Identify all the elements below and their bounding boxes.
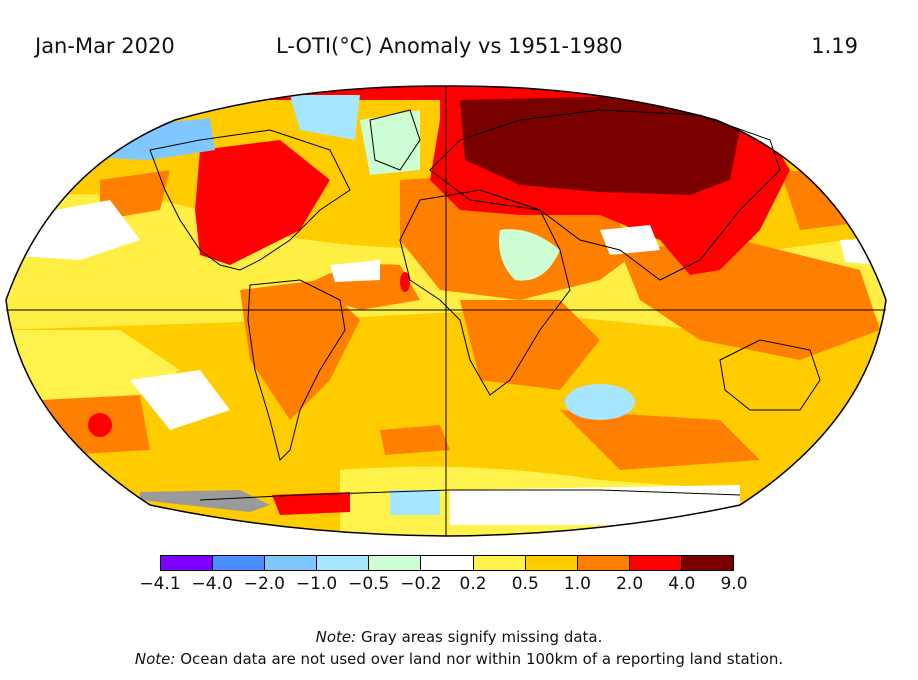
india-white	[600, 225, 660, 255]
note-text: Gray areas signify missing data.	[360, 628, 603, 646]
title-row: Jan-Mar 2020 L-OTI(°C) Anomaly vs 1951-1…	[0, 30, 918, 64]
atlantic-orange	[300, 264, 420, 310]
missing-data-gray	[140, 490, 270, 512]
color-scale-labels: −4.1 −4.0 −2.0 −1.0 −0.5 −0.2 0.2 0.5 1.0 2.0 4.0 9…	[135, 574, 765, 598]
color-scale-tick-label: 9.0	[720, 574, 748, 594]
color-scale-bar	[160, 555, 734, 571]
color-scale-swatch	[265, 556, 318, 570]
note-missing-data: Note: Gray areas signify missing data.	[0, 628, 918, 646]
south-indian-blue	[565, 384, 635, 420]
anomaly-map	[5, 85, 887, 537]
africa-coast	[399, 189, 571, 396]
arabia-green	[499, 229, 560, 281]
color-scale-tick-label: 0.2	[459, 574, 487, 594]
color-scale-tick-label: −4.0	[191, 574, 233, 594]
color-scale-tick-label: −0.5	[348, 574, 390, 594]
color-scale-tick-label: −4.1	[139, 574, 181, 594]
southern-africa-orange	[460, 300, 600, 390]
arctic-canada-lightblue	[290, 95, 360, 140]
eurasia-coast	[429, 109, 781, 281]
note-ocean-data: Note: Ocean data are not used over land …	[0, 650, 918, 668]
color-scale-tick-label: −1.0	[295, 574, 338, 594]
color-scale-tick-label: 0.5	[511, 574, 539, 594]
south-pacific-red	[88, 413, 112, 437]
south-america-orange	[240, 280, 360, 420]
note-label: Note:	[315, 628, 357, 646]
color-scale-swatch	[473, 556, 526, 570]
color-scale-tick-label: −2.0	[243, 574, 285, 594]
coastlines	[149, 109, 821, 501]
south-atlantic-orange	[380, 425, 450, 455]
greenland-green	[360, 110, 420, 175]
siberia-darkred	[460, 95, 740, 195]
south-america-coast	[247, 279, 346, 461]
north-america-coast	[149, 129, 351, 271]
color-scale-tick-label: 2.0	[616, 574, 644, 594]
period-label: Jan-Mar 2020	[35, 34, 175, 58]
color-scale-swatch	[317, 556, 370, 570]
note-text: Ocean data are not used over land nor wi…	[180, 650, 784, 668]
south-pacific-white	[130, 370, 230, 430]
pacific-orange	[100, 170, 170, 220]
color-scale-swatch	[629, 556, 682, 570]
antarctica-coast	[199, 489, 741, 501]
atlantic-white	[330, 260, 380, 282]
color-scale-swatch	[161, 556, 214, 570]
indian-ocean-orange	[620, 240, 880, 360]
west-africa-red	[400, 272, 410, 292]
north-america-red	[195, 140, 330, 265]
australia-coast	[719, 339, 821, 411]
antarctica-white	[450, 485, 740, 525]
color-scale-tick-label: −0.2	[400, 574, 442, 594]
color-scale-swatch	[577, 556, 630, 570]
greenland-coast	[369, 109, 421, 171]
note-label: Note:	[134, 650, 176, 668]
color-scale-tick-label: 4.0	[668, 574, 696, 594]
map-title: L-OTI(°C) Anomaly vs 1951-1980	[276, 34, 623, 58]
antarctic-peninsula-red	[272, 492, 350, 515]
color-scale-swatch	[525, 556, 578, 570]
color-scale-swatch	[421, 556, 474, 570]
color-scale-swatch	[213, 556, 266, 570]
antarctic-blue	[390, 490, 440, 515]
color-scale-swatch	[681, 556, 734, 570]
color-scale-swatch	[369, 556, 422, 570]
south-indian-orange	[560, 410, 760, 470]
global-mean-value: 1.19	[811, 34, 858, 58]
color-scale-tick-label: 1.0	[563, 574, 591, 594]
map-outline	[5, 85, 887, 537]
